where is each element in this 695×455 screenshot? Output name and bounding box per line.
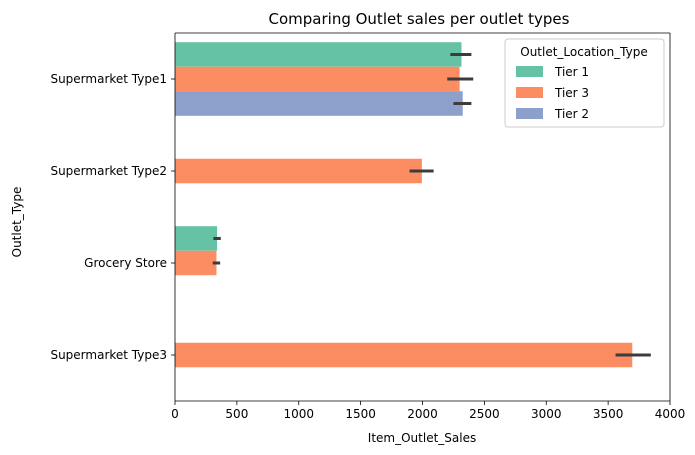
x-axis: 0 500 1000 1500 2000 2500 3000 3500 4000 <box>171 32 686 421</box>
x-axis-label: Item_Outlet_Sales <box>368 431 476 445</box>
y-axis: Supermarket Type1 Supermarket Type2 Grocer… <box>50 33 176 401</box>
plot-area <box>175 42 651 368</box>
bar-supermarket-type1-tier-2 <box>175 91 463 116</box>
y-tick-label: Supermarket Type2 <box>50 164 167 178</box>
chart-title: Comparing Outlet sales per outlet types <box>269 10 570 28</box>
legend-label-tier-2: Tier 2 <box>554 107 589 121</box>
x-tick-label: 2000 <box>407 407 438 421</box>
x-tick-label: 3500 <box>593 407 624 421</box>
x-tick-label: 1500 <box>345 407 376 421</box>
bar-grocery-store-tier-3 <box>175 250 217 276</box>
bar-supermarket-type1-tier-1 <box>175 42 462 67</box>
bar-grocery-store-tier-1 <box>175 226 218 251</box>
legend-swatch-tier-3 <box>516 87 543 98</box>
legend-frame <box>504 38 665 128</box>
x-tick-label: 0 <box>171 407 179 421</box>
y-tick-label: Grocery Store <box>84 256 167 270</box>
x-tick-label: 3000 <box>531 407 562 421</box>
x-tick-label: 500 <box>225 407 248 421</box>
x-tick-label: 1000 <box>283 407 314 421</box>
x-tick-label: 4000 <box>655 407 686 421</box>
bar-supermarket-type3-tier-3 <box>175 342 633 368</box>
legend: Outlet_Location_Type Tier 1 Tier 3 Tier 2 <box>504 38 665 128</box>
y-tick-label: Supermarket Type1 <box>50 72 167 86</box>
legend-label-tier-3: Tier 3 <box>554 86 589 100</box>
legend-label-tier-1: Tier 1 <box>554 65 589 79</box>
bar-supermarket-type1-tier-3 <box>175 66 460 92</box>
legend-swatch-tier-1 <box>516 66 543 77</box>
legend-title: Outlet_Location_Type <box>520 45 648 59</box>
y-tick-label: Supermarket Type3 <box>50 348 167 362</box>
x-tick-label: 2500 <box>469 407 500 421</box>
y-axis-label: Outlet_Type <box>10 187 24 258</box>
legend-swatch-tier-2 <box>516 108 543 119</box>
bar-supermarket-type2-tier-3 <box>175 158 422 184</box>
